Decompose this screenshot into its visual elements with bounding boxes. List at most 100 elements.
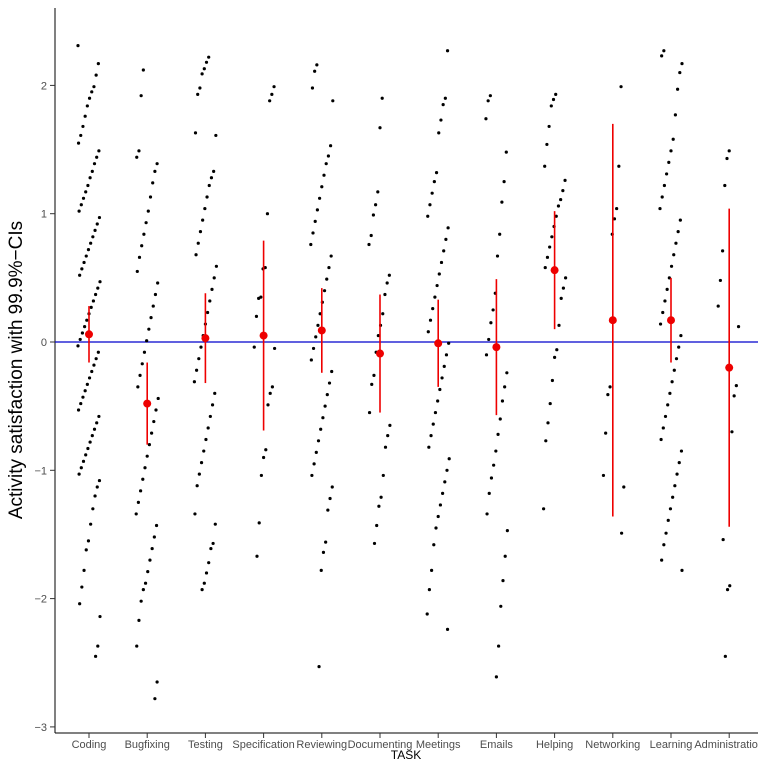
raw-point: [84, 548, 88, 552]
raw-point: [728, 584, 732, 588]
x-tick-label: Meetings: [416, 739, 461, 751]
raw-point: [381, 312, 385, 316]
raw-point: [79, 466, 83, 470]
raw-point: [444, 237, 448, 241]
raw-point: [202, 581, 206, 585]
raw-point: [207, 561, 211, 565]
raw-point: [156, 281, 160, 285]
raw-point: [442, 364, 446, 368]
raw-point: [202, 449, 206, 453]
raw-point: [679, 333, 683, 338]
raw-point: [441, 103, 445, 107]
raw-point: [441, 491, 445, 495]
raw-point: [435, 283, 439, 288]
raw-point: [669, 149, 673, 153]
axes: [54, 8, 758, 734]
raw-point: [445, 49, 450, 53]
raw-point: [438, 387, 442, 392]
raw-point: [667, 276, 671, 280]
raw-point: [380, 96, 384, 100]
raw-point: [89, 241, 93, 245]
raw-point: [663, 299, 667, 303]
raw-point: [661, 310, 665, 315]
mean-point: [667, 316, 675, 325]
raw-point: [665, 287, 669, 291]
raw-point: [429, 434, 433, 438]
raw-point: [254, 314, 259, 318]
raw-point: [666, 518, 670, 522]
raw-point: [96, 644, 100, 648]
raw-point: [487, 491, 491, 495]
raw-point: [257, 521, 261, 525]
raw-point: [660, 195, 664, 199]
raw-point: [674, 241, 678, 245]
x-axis-title: TASK: [391, 748, 421, 762]
mean-point: [434, 339, 443, 348]
raw-point: [141, 588, 145, 592]
raw-point: [442, 249, 446, 253]
raw-point: [439, 260, 444, 265]
raw-point: [322, 173, 326, 177]
raw-point: [658, 206, 662, 211]
raw-point: [207, 55, 211, 59]
raw-point: [426, 330, 430, 334]
raw-point: [135, 644, 139, 648]
raw-point: [487, 337, 491, 342]
raw-point: [543, 265, 547, 270]
raw-point: [495, 254, 500, 258]
raw-point: [311, 346, 316, 351]
raw-point: [95, 222, 99, 226]
raw-point: [268, 99, 272, 103]
raw-point: [259, 473, 263, 478]
raw-point: [214, 133, 218, 138]
raw-point: [91, 235, 95, 239]
raw-point: [86, 248, 91, 252]
raw-point: [150, 431, 154, 435]
raw-point: [377, 504, 381, 508]
raw-point: [200, 588, 204, 592]
raw-point: [555, 348, 559, 352]
mean-point: [550, 266, 559, 275]
raw-point: [501, 579, 505, 583]
raw-point: [543, 164, 547, 168]
raw-point: [492, 463, 496, 467]
raw-point: [154, 523, 159, 528]
raw-point: [94, 292, 98, 297]
raw-point: [367, 410, 372, 415]
raw-point: [671, 495, 675, 499]
y-tick-label: 2: [41, 80, 47, 92]
raw-point: [725, 156, 729, 161]
raw-point: [679, 449, 684, 453]
raw-point: [432, 180, 436, 184]
raw-point: [89, 522, 93, 526]
raw-point: [203, 206, 207, 211]
raw-point: [326, 508, 330, 512]
raw-point: [561, 286, 566, 290]
raw-point: [680, 568, 684, 572]
raw-point: [725, 588, 730, 592]
raw-point: [309, 358, 313, 362]
raw-point: [98, 280, 102, 284]
raw-point: [550, 235, 554, 239]
y-tick-label: 1: [41, 209, 47, 221]
raw-point: [546, 421, 550, 425]
raw-point: [97, 149, 101, 153]
raw-point: [90, 369, 94, 374]
raw-point: [140, 244, 144, 248]
raw-point: [208, 299, 212, 303]
raw-point: [331, 99, 335, 103]
raw-point: [376, 190, 380, 194]
x-tick-label: Documenting: [348, 739, 413, 751]
raw-point: [323, 404, 327, 408]
raw-point: [430, 191, 434, 195]
mean-point: [259, 331, 268, 340]
raw-point: [672, 253, 676, 257]
raw-point: [139, 94, 143, 98]
raw-point: [208, 414, 212, 419]
raw-point: [437, 131, 441, 135]
raw-point: [431, 307, 435, 311]
mean-point: [85, 330, 93, 339]
raw-point: [83, 114, 87, 118]
raw-point: [79, 133, 83, 138]
raw-point: [606, 393, 610, 397]
